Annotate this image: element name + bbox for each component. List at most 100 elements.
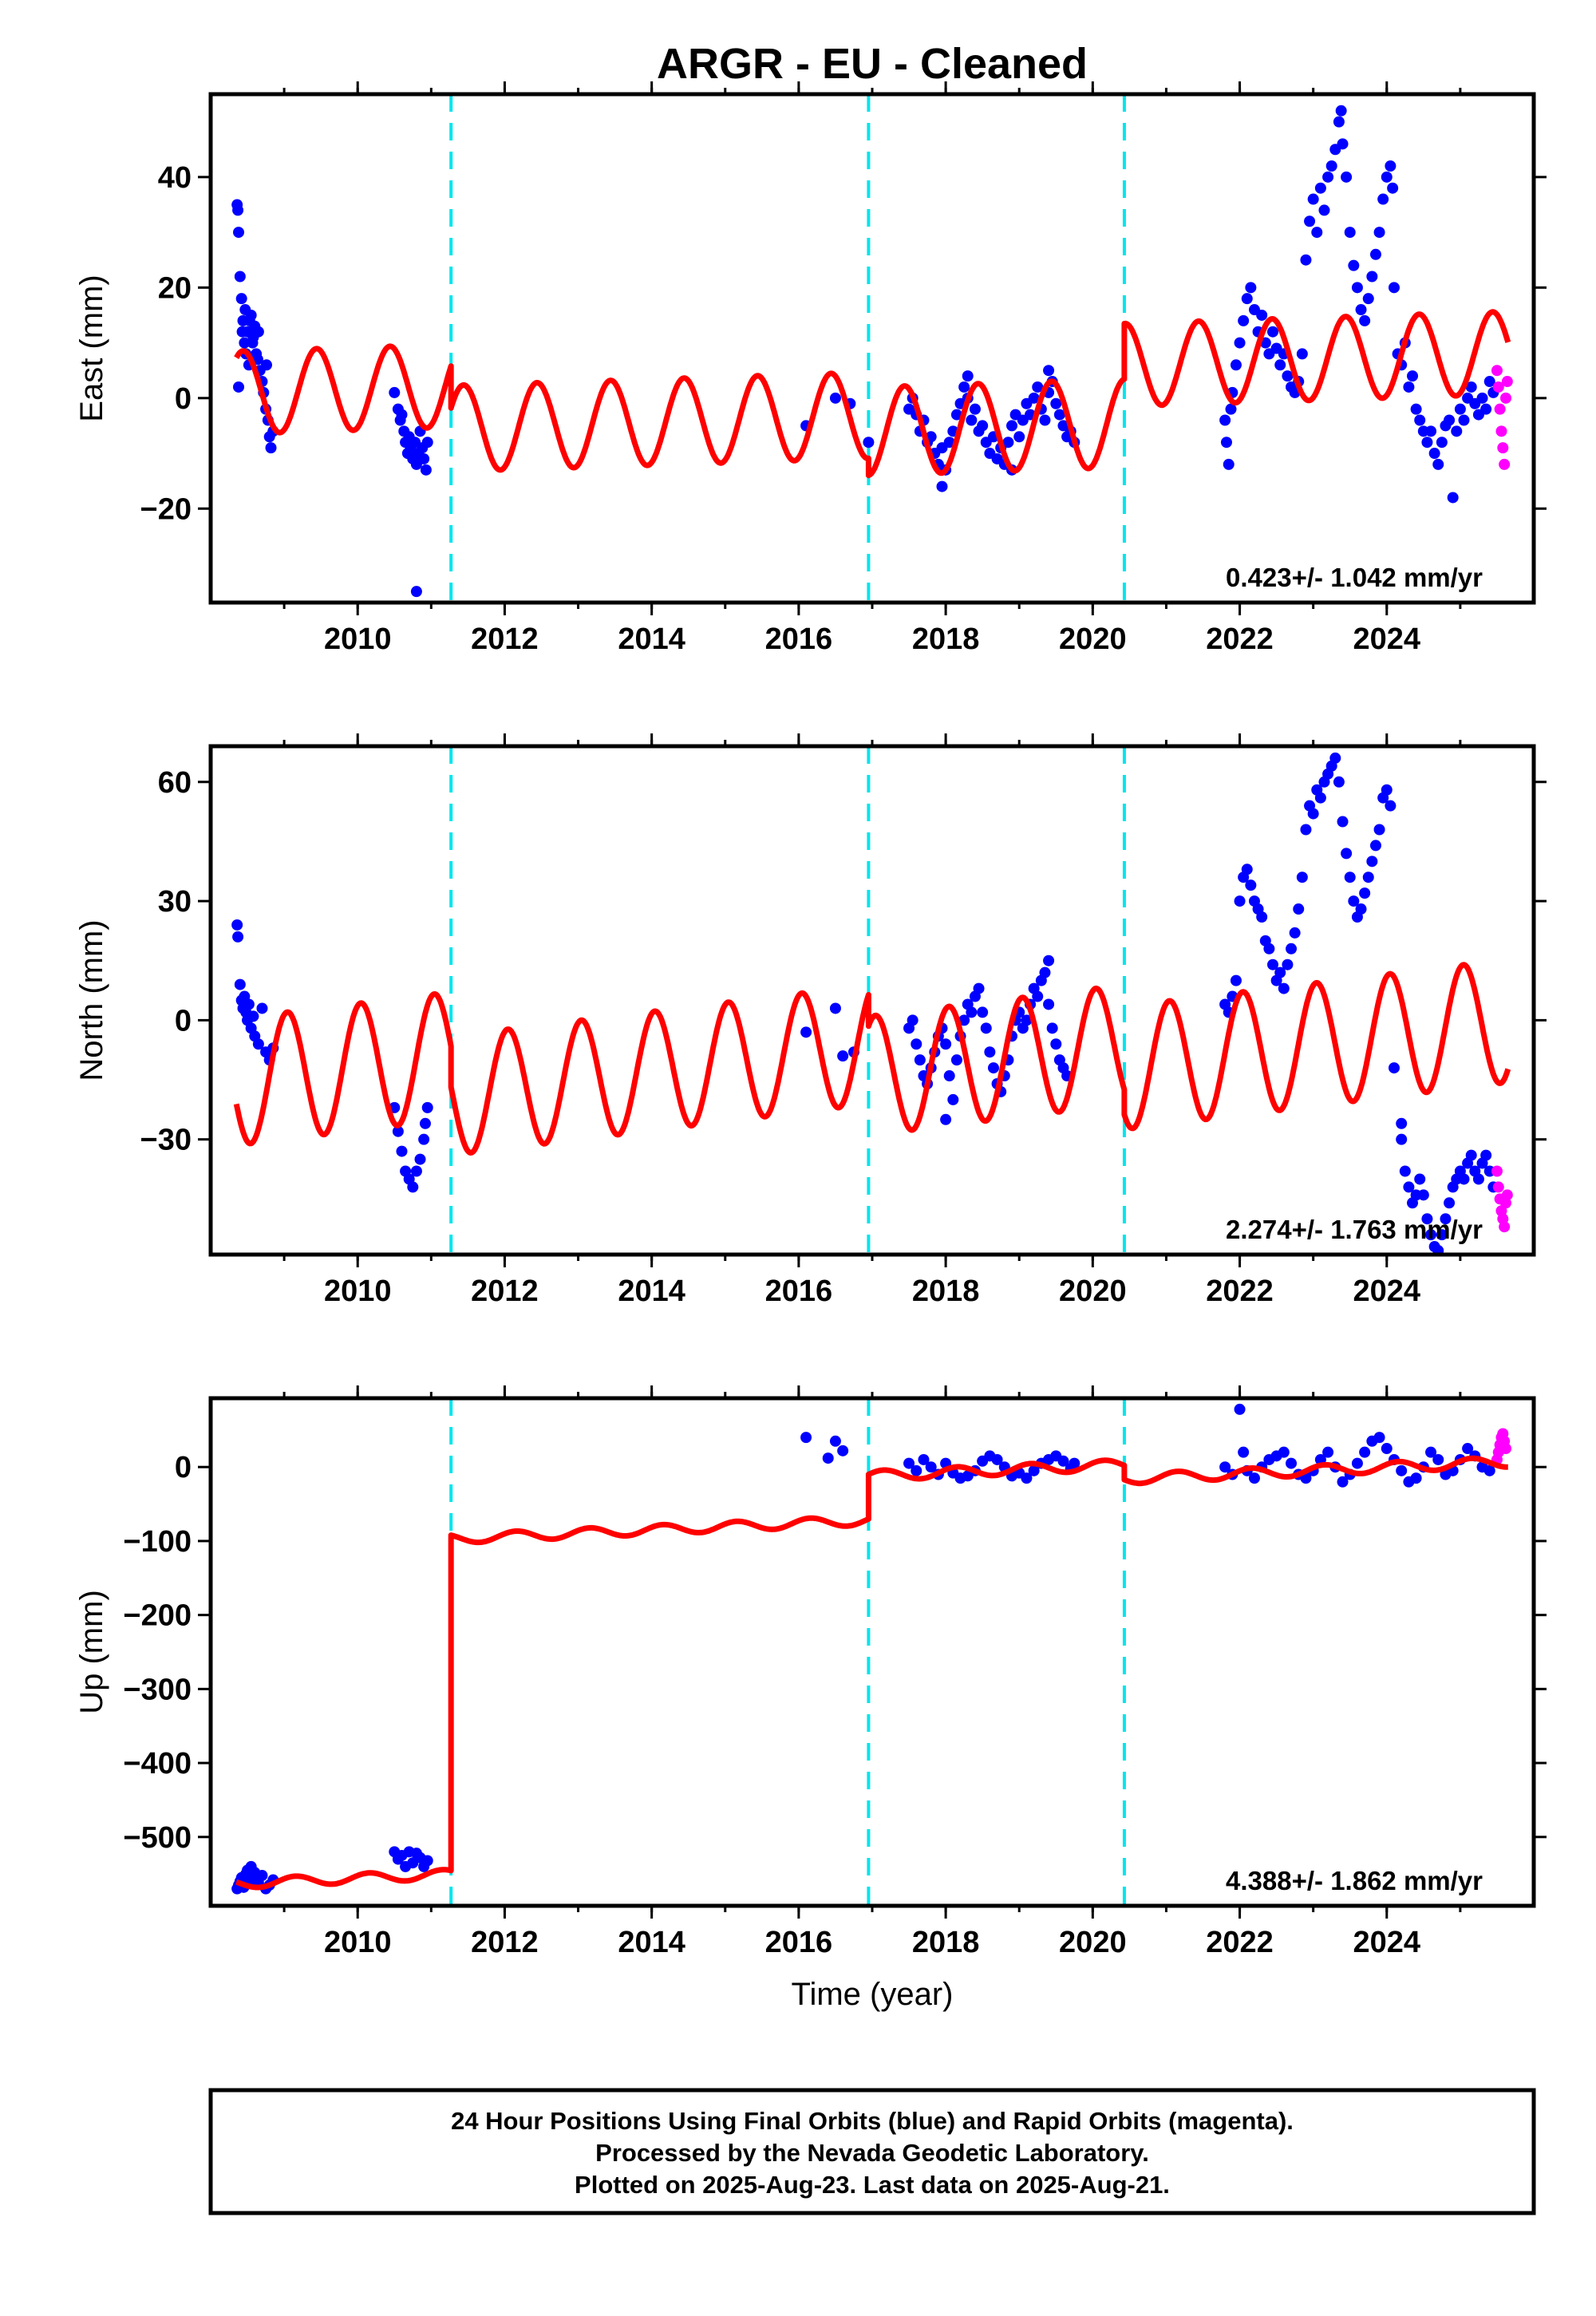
final-orbit-point [1341, 171, 1353, 183]
final-orbit-point [1220, 437, 1232, 449]
final-orbit-point [256, 1869, 268, 1881]
final-orbit-point [232, 931, 244, 943]
x-tick-label: 2016 [765, 1275, 833, 1308]
final-orbit-point [1421, 437, 1433, 449]
final-orbit-point [1263, 943, 1275, 954]
final-orbit-point [800, 1026, 812, 1038]
final-orbit-point [1274, 359, 1286, 371]
final-orbit-point [1282, 370, 1294, 382]
final-orbit-point [1335, 105, 1347, 117]
final-orbit-point [1436, 1229, 1448, 1241]
y-tick-label: 0 [175, 1004, 192, 1037]
final-orbit-point [1325, 160, 1337, 172]
final-orbit-point [822, 1452, 834, 1464]
final-orbit-point [1322, 1446, 1334, 1458]
final-orbit-point [419, 1117, 431, 1129]
final-orbit-point [1385, 160, 1396, 172]
model-curve [234, 309, 1511, 479]
rate-label: 2.274+/- 1.763 mm/yr [1226, 1215, 1483, 1244]
rapid-orbit-point [1501, 376, 1513, 388]
final-orbit-point [1396, 1133, 1408, 1145]
final-orbit-point [958, 381, 970, 393]
final-orbit-point [1373, 1432, 1385, 1444]
final-orbit-point [421, 437, 433, 449]
x-axis-label: Time (year) [792, 1977, 954, 2012]
final-orbit-point [410, 1165, 422, 1177]
x-tick-label: 2012 [471, 622, 539, 656]
final-orbit-point [1057, 1455, 1069, 1467]
final-orbit-point [1381, 1443, 1393, 1455]
final-orbit-point [1296, 348, 1308, 360]
final-orbit-point [418, 453, 430, 464]
final-orbit-point [233, 381, 245, 393]
final-orbit-point [1028, 392, 1040, 404]
final-orbit-point [1458, 1173, 1470, 1185]
final-orbit-point [1053, 409, 1065, 421]
final-orbit-point [1234, 337, 1246, 349]
final-orbit-point [1480, 403, 1492, 415]
final-orbit-point [1278, 1446, 1290, 1458]
y-tick-label: 60 [158, 766, 192, 800]
final-orbit-point [1373, 227, 1385, 239]
final-orbit-point [1289, 927, 1301, 939]
x-tick-label: 2016 [765, 622, 833, 656]
y-tick-label: −200 [123, 1599, 192, 1633]
north-panel: 2010 2012 2014 2016 2018 2020 2022 2024 60 30 0 −30… [74, 733, 1547, 1308]
x-tick-label: 2018 [912, 1926, 980, 1959]
final-orbit-point [966, 1006, 978, 1018]
final-orbit-point [1234, 1403, 1246, 1415]
final-orbit-point [1238, 1446, 1250, 1458]
x-tick-label: 2024 [1353, 1275, 1421, 1308]
final-orbit-point [1351, 1457, 1363, 1469]
final-orbit-point [1373, 824, 1385, 836]
final-orbit-point [1267, 326, 1279, 338]
final-orbit-point [1069, 1457, 1080, 1469]
final-orbit-point [1421, 1213, 1433, 1225]
final-orbit-point [943, 437, 955, 449]
final-orbit-point [231, 919, 243, 931]
final-orbit-point [247, 1010, 259, 1022]
final-orbit-point [1043, 954, 1055, 966]
model-curve [235, 1455, 1510, 1891]
final-orbit-point [1359, 314, 1371, 326]
final-orbit-point [1472, 1173, 1484, 1185]
final-orbit-point [1278, 982, 1290, 994]
final-orbit-point [233, 227, 245, 239]
final-orbit-point [1238, 314, 1250, 326]
final-orbit-point [918, 1453, 930, 1465]
final-orbit-point [1403, 381, 1415, 393]
x-tick-label: 2020 [1059, 622, 1127, 656]
final-orbit-point [984, 1046, 996, 1058]
page-title: ARGR - EU - Cleaned [657, 40, 1088, 88]
final-orbit-point [392, 1125, 404, 1137]
final-orbit-point [245, 309, 257, 321]
final-orbit-point [1344, 227, 1356, 239]
final-orbit-point [1414, 1173, 1426, 1185]
final-orbit-point [1387, 182, 1399, 194]
final-orbit-point [1369, 840, 1381, 852]
final-orbit-point [1362, 293, 1374, 305]
rapid-orbit-point [1499, 392, 1511, 404]
final-orbit-point [1351, 282, 1363, 294]
y-tick-label: 20 [158, 271, 192, 305]
x-tick-label: 2018 [912, 1275, 980, 1308]
final-orbit-point [1410, 1472, 1422, 1484]
y-tick-label: 0 [175, 1451, 192, 1484]
final-orbit-point [410, 586, 422, 598]
final-orbit-point [1241, 293, 1253, 305]
final-orbit-point [911, 1038, 922, 1050]
east-panel: 2010 2012 2014 2016 2018 2020 2022 2024 40 20 0 −20… [74, 81, 1547, 656]
final-orbit-point [1369, 248, 1381, 260]
rate-label: 4.388+/- 1.862 mm/yr [1226, 1866, 1483, 1895]
final-orbit-point [1267, 958, 1279, 970]
final-orbit-point [947, 1093, 959, 1105]
x-tick-label: 2014 [618, 1275, 685, 1308]
final-orbit-point [1223, 458, 1235, 470]
rapid-orbit-point [1491, 1165, 1503, 1177]
final-orbit-point [1300, 254, 1312, 266]
final-orbit-point [966, 414, 978, 426]
final-orbit-point [950, 409, 962, 421]
final-orbit-point [1480, 1149, 1492, 1161]
final-orbit-point [1256, 309, 1268, 321]
final-orbit-point [265, 442, 277, 454]
